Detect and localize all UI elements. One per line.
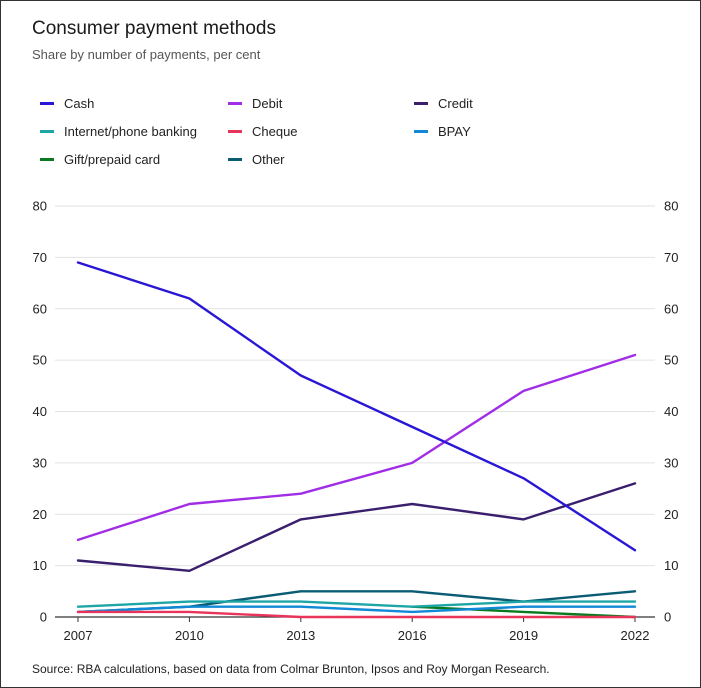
y-tick-label-right: 10 — [664, 558, 678, 573]
series-line-internet-phone-banking — [76, 600, 637, 608]
series-line-debit — [76, 353, 637, 542]
legend-item-cash: Cash — [40, 96, 94, 111]
y-tick-label-left: 80 — [33, 199, 47, 214]
legend-item-debit: Debit — [228, 96, 282, 111]
y-tick-label-left: 0 — [40, 610, 47, 625]
x-tick-label: 2013 — [286, 628, 315, 643]
legend-item-cheque: Cheque — [228, 124, 298, 139]
series-line-bpay — [76, 605, 637, 614]
x-tick-label: 2010 — [175, 628, 204, 643]
legend-item-internet-phone-banking: Internet/phone banking — [40, 124, 197, 139]
legend-label: Cheque — [252, 124, 298, 139]
y-tick-label-left: 10 — [33, 558, 47, 573]
series-line-cash — [76, 261, 637, 552]
series-line-credit — [76, 482, 637, 572]
legend-item-other: Other — [228, 152, 285, 167]
y-tick-label-right: 80 — [664, 199, 678, 214]
legend-label: Other — [252, 152, 285, 167]
series-line-cheque — [76, 610, 637, 619]
legend-item-gift-prepaid-card: Gift/prepaid card — [40, 152, 160, 167]
legend-swatch — [40, 130, 54, 133]
y-tick-label-right: 50 — [664, 353, 678, 368]
legend-label: Gift/prepaid card — [64, 152, 161, 167]
line-chart: 0 0 10 10 20 20 30 30 40 40 50 50 60 60 70 70 80 80 2007 20… — [33, 199, 679, 644]
chart-title: Consumer payment methods — [32, 18, 276, 39]
y-tick-label-right: 60 — [664, 301, 678, 316]
y-tick-label-left: 70 — [33, 250, 47, 265]
y-tick-label-left: 50 — [33, 353, 47, 368]
legend-label: Debit — [252, 96, 283, 111]
y-tick-label-right: 20 — [664, 507, 678, 522]
x-tick-label: 2016 — [398, 628, 427, 643]
legend-label: Cash — [64, 96, 95, 111]
y-tick-label-right: 70 — [664, 250, 678, 265]
legend-swatch — [228, 102, 242, 105]
legend-swatch — [414, 102, 428, 105]
chart-source-note: Source: RBA calculations, based on data … — [32, 662, 550, 676]
y-tick-label-left: 60 — [33, 301, 47, 316]
y-tick-label-left: 20 — [33, 507, 47, 522]
y-tick-label-right: 0 — [664, 610, 671, 625]
legend-item-bpay: BPAY — [414, 124, 471, 139]
legend-swatch — [40, 158, 54, 161]
legend-swatch — [40, 102, 54, 105]
y-tick-label-left: 30 — [33, 455, 47, 470]
legend-item-credit: Credit — [414, 96, 473, 111]
legend-label: Credit — [438, 96, 473, 111]
chart-subtitle: Share by number of payments, per cent — [32, 47, 261, 62]
series-line-gift-prepaid-card — [411, 605, 637, 619]
legend-label: Internet/phone banking — [64, 124, 197, 139]
y-tick-label-right: 40 — [664, 404, 678, 419]
legend-swatch — [414, 130, 428, 133]
y-tick-label-left: 40 — [33, 404, 47, 419]
legend-swatch — [228, 158, 242, 161]
x-tick-label: 2007 — [64, 628, 93, 643]
x-tick-label: 2022 — [621, 628, 650, 643]
legend-swatch — [228, 130, 242, 133]
y-tick-label-right: 30 — [664, 455, 678, 470]
legend-label: BPAY — [438, 124, 471, 139]
x-tick-label: 2019 — [509, 628, 538, 643]
